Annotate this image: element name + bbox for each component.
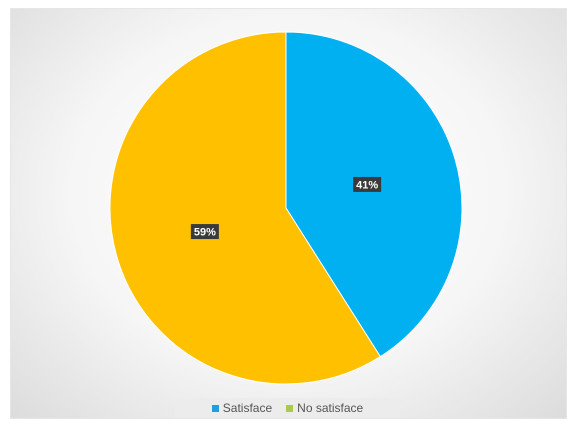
data-label-box-satisface (353, 176, 382, 192)
legend-swatch-no-satisface (286, 404, 294, 412)
data-label-no-satisface: 59% (190, 224, 219, 240)
data-label-text-no-satisface: 59% (194, 227, 216, 239)
legend-label-satisface: Satisface (222, 401, 273, 415)
data-label-box-no-satisface (190, 224, 219, 240)
chart-legend: Satisface No satisface (175, 398, 400, 418)
data-label-satisface: 41% (353, 176, 382, 192)
legend-item-satisface: Satisface (211, 401, 273, 415)
pie-slice-satisface (285, 31, 463, 358)
legend-label-no-satisface: No satisface (297, 401, 364, 415)
legend-swatch-satisface (211, 404, 219, 412)
legend-item-no-satisface: No satisface (286, 401, 363, 415)
data-label-text-satisface: 41% (356, 179, 378, 191)
pie-slice-no-satisface (109, 31, 381, 385)
